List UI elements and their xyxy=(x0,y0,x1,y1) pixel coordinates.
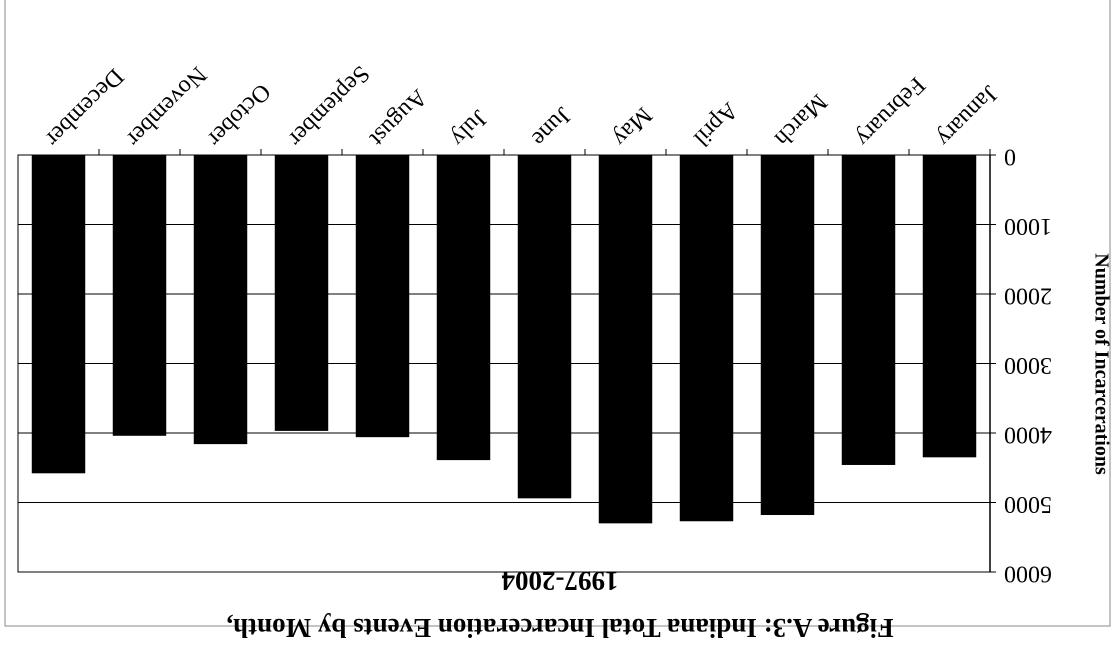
x-tick-label: July xyxy=(445,105,492,152)
x-tick-label: December xyxy=(40,63,128,151)
x-tick-label: May xyxy=(607,102,657,152)
x-tick-label: September xyxy=(283,60,374,151)
bar xyxy=(517,155,572,499)
x-tick-label: June xyxy=(526,102,576,152)
y-tick-label: 3000 xyxy=(1004,352,1052,378)
bar xyxy=(355,155,410,438)
x-tick-label: January xyxy=(931,80,1002,151)
y-axis-title: Number of Incarcerations xyxy=(1090,253,1112,475)
y-tick-label: 6000 xyxy=(1004,560,1052,586)
y-tick-label: 2000 xyxy=(1004,282,1052,308)
y-tick-label: 1000 xyxy=(1004,213,1052,239)
y-tick-label: 5000 xyxy=(1004,491,1052,517)
bar xyxy=(31,155,86,474)
chart-subtitle: 1997-2004 xyxy=(502,566,619,596)
chart-title: Figure A.3: Indiana Total Incarceration … xyxy=(226,613,893,643)
x-tick-label: February xyxy=(850,72,930,152)
frame xyxy=(4,0,1111,627)
bar xyxy=(922,155,977,458)
x-tick-label: April xyxy=(688,97,742,151)
y-tick-label: 0 xyxy=(1004,143,1016,169)
x-tick-label: March xyxy=(769,89,832,152)
bar xyxy=(436,155,491,461)
bar xyxy=(841,155,896,465)
x-tick-label: November xyxy=(121,61,211,151)
bar xyxy=(598,155,653,524)
x-tick-label: October xyxy=(202,78,275,151)
bar xyxy=(679,155,734,522)
y-tick-label: 4000 xyxy=(1004,421,1052,447)
bar xyxy=(112,155,167,436)
rotated-chart: Figure A.3: Indiana Total Incarceration … xyxy=(4,0,1112,643)
bar xyxy=(760,155,815,516)
bar xyxy=(193,155,248,445)
bar xyxy=(274,155,329,431)
x-tick-label: August xyxy=(364,84,432,152)
